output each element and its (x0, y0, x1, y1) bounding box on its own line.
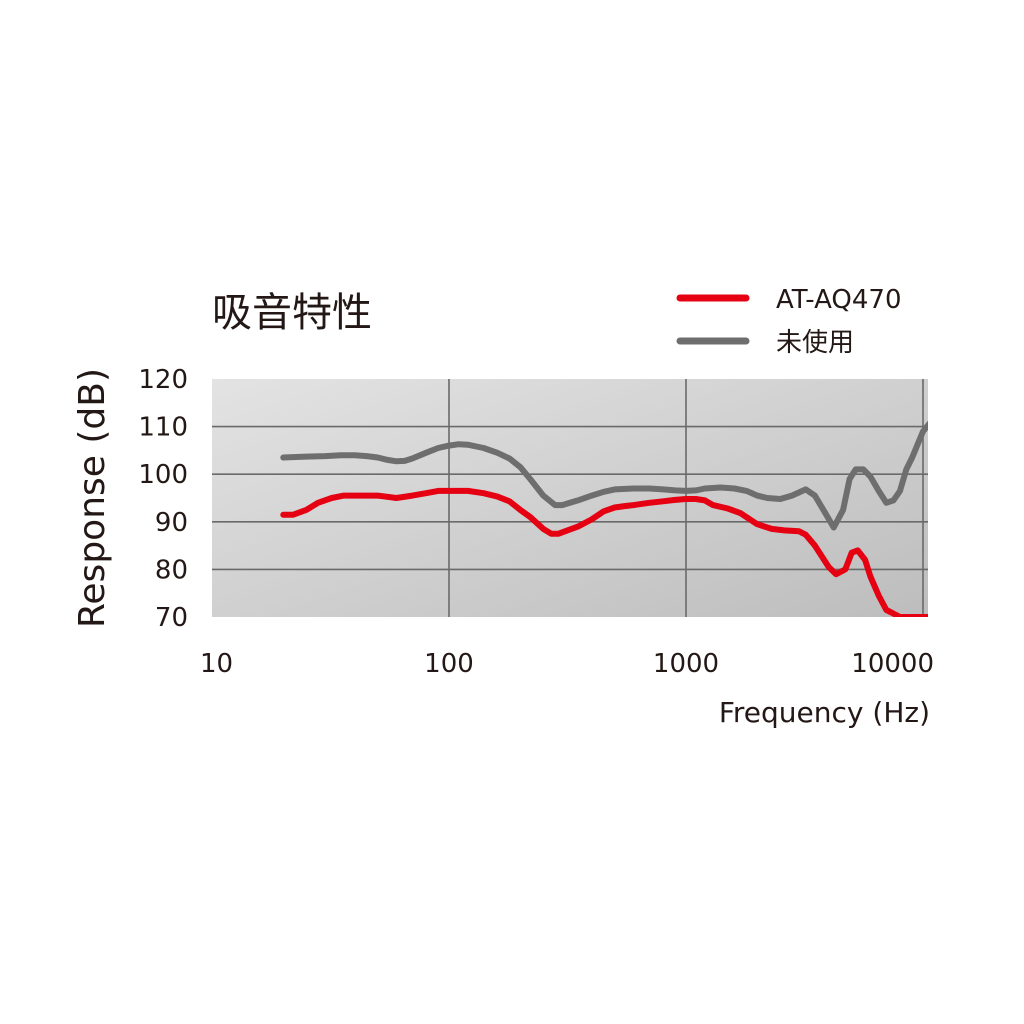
y-tick-label: 80 (155, 555, 188, 585)
x-tick-label: 1000 (653, 649, 719, 679)
y-axis-label: Response (dB) (72, 368, 113, 628)
legend-label: AT-AQ470 (776, 285, 902, 315)
x-tick-label: 10000 (851, 649, 934, 679)
x-tick-label: 100 (424, 649, 474, 679)
y-tick-label: 70 (155, 603, 188, 633)
legend-label: 未使用 (776, 328, 854, 358)
y-tick-label: 90 (155, 508, 188, 538)
series-line-at-aq470 (280, 487, 928, 617)
x-tick-labels: 10 100 1000 10000 (200, 649, 934, 679)
y-tick-label: 120 (138, 365, 188, 395)
plot-area (212, 379, 928, 617)
legend: AT-AQ470 未使用 (676, 285, 902, 358)
grid-lines (212, 379, 928, 617)
x-axis-label: Frequency (Hz) (719, 696, 930, 729)
y-tick-label: 110 (138, 413, 188, 443)
x-tick-label: 10 (200, 649, 233, 679)
y-tick-label: 100 (138, 460, 188, 490)
y-tick-labels: 70 80 90 100 110 120 (138, 365, 188, 633)
series-line-unused (280, 420, 928, 531)
chart-title: 吸音特性 (212, 290, 372, 336)
series-layer (280, 420, 928, 617)
